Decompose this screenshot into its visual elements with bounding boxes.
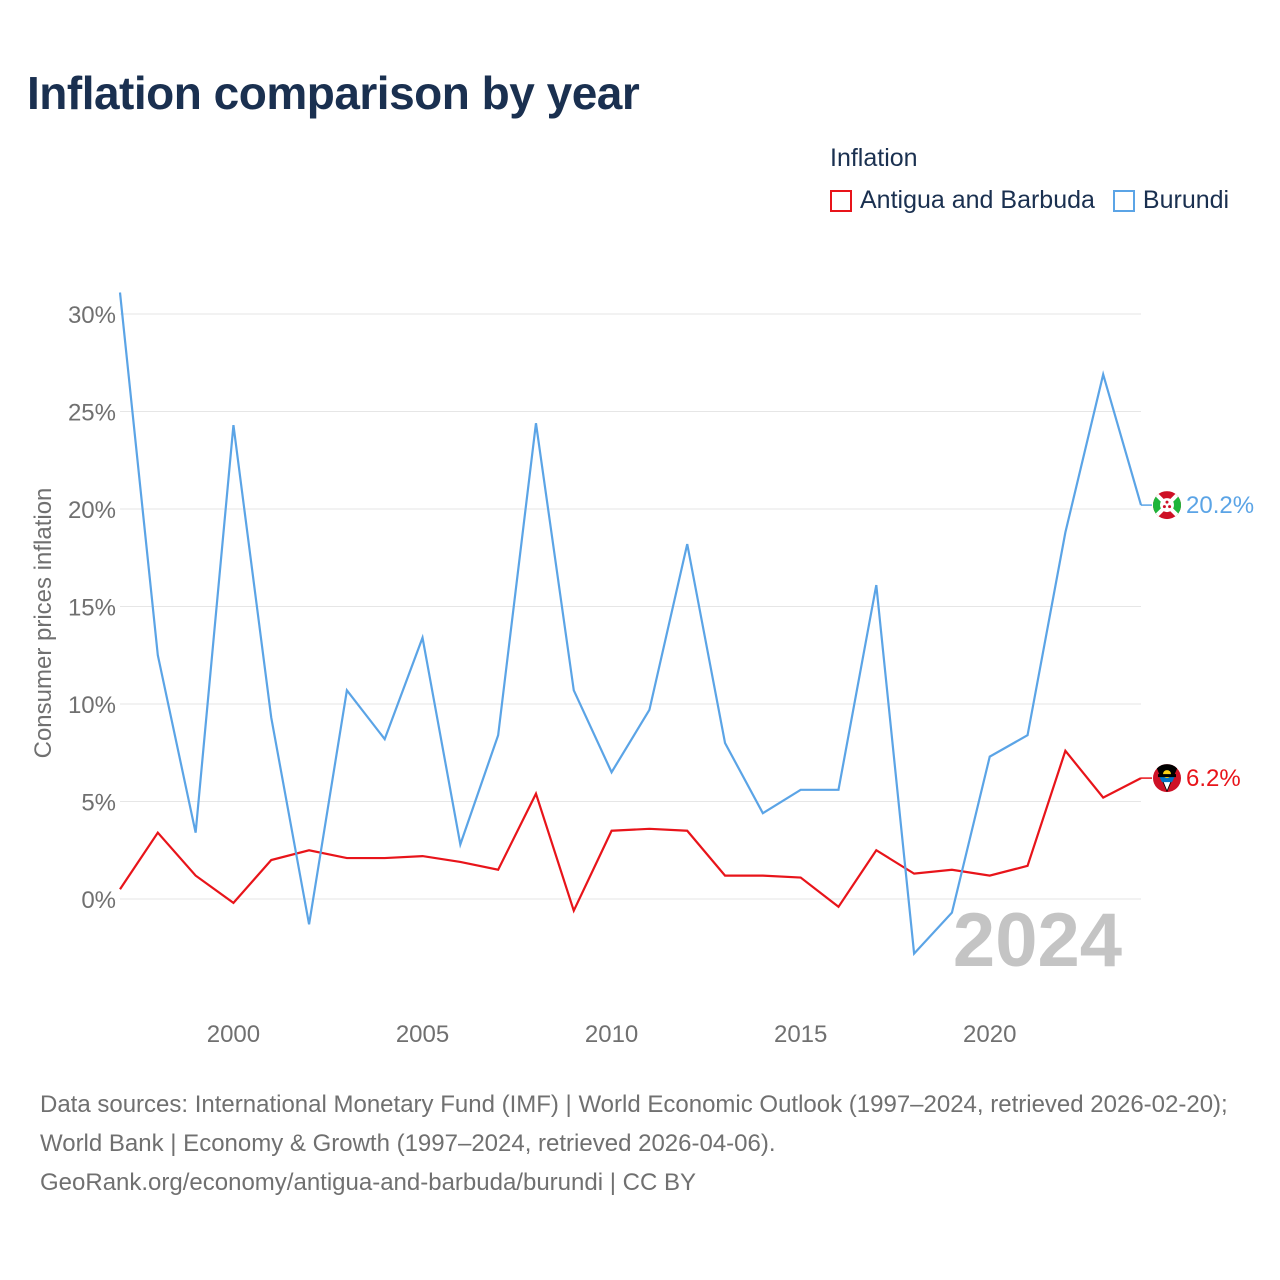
y-tick-label-10: 10% <box>68 692 116 719</box>
series-lines <box>118 292 1143 957</box>
y-tick-label-20: 20% <box>68 497 116 524</box>
source-link[interactable]: GeoRank.org/economy/antigua-and-barbuda/… <box>40 1169 696 1196</box>
x-tick-label-2005: 2005 <box>396 1021 449 1048</box>
legend-swatch-burundi <box>1112 189 1135 212</box>
end-label-burundi: 20.2% <box>1186 492 1254 519</box>
series-line-burundi <box>118 292 1143 957</box>
series-line-antigua-and-barbuda <box>119 748 1142 914</box>
legend: Antigua and Barbuda Burundi <box>830 186 1247 215</box>
y-tick-label-0: 0% <box>81 887 116 914</box>
footer: Data sources: International Monetary Fun… <box>40 1085 1250 1202</box>
line-chart: 0% 5% 10% 15% 20% 25% 30% 2000 2005 2010 2015 2020… <box>30 292 1254 1048</box>
y-tick-label-25: 25% <box>68 400 116 427</box>
y-tick-label-30: 30% <box>68 302 116 329</box>
x-tick-label-2000: 2000 <box>207 1021 260 1048</box>
legend-item-antigua[interactable]: Antigua and Barbuda <box>830 186 1095 215</box>
y-axis-label: Consumer prices inflation <box>30 488 57 759</box>
y-tick-label-15: 15% <box>68 595 116 622</box>
legend-title: Inflation <box>830 144 918 172</box>
legend-item-burundi[interactable]: Burundi <box>1112 186 1230 215</box>
legend-swatch-antigua <box>830 189 852 212</box>
chart-title: Inflation comparison by year <box>27 67 640 119</box>
burundi-flag-icon <box>1153 491 1181 520</box>
y-tick-label-5: 5% <box>81 790 116 817</box>
x-tick-label-2010: 2010 <box>585 1021 638 1048</box>
antigua-flag-icon <box>1153 764 1181 793</box>
end-labels: 6.2% 20.2% <box>1141 492 1254 792</box>
data-sources: Data sources: International Monetary Fun… <box>40 1091 1228 1157</box>
x-tick-label-2015: 2015 <box>774 1021 827 1048</box>
end-label-antigua-and-barbuda: 6.2% <box>1186 765 1241 792</box>
x-tick-label-2020: 2020 <box>963 1021 1016 1048</box>
year-watermark: 2024 <box>953 898 1122 983</box>
legend-label-burundi: Burundi <box>1142 186 1230 214</box>
y-tick-labels: 0% 5% 10% 15% 20% 25% 30% <box>68 302 116 914</box>
grid-lines <box>120 313 1141 900</box>
x-tick-labels: 2000 2005 2010 2015 2020 <box>207 1021 1017 1048</box>
legend-label-antigua: Antigua and Barbuda <box>860 186 1095 214</box>
